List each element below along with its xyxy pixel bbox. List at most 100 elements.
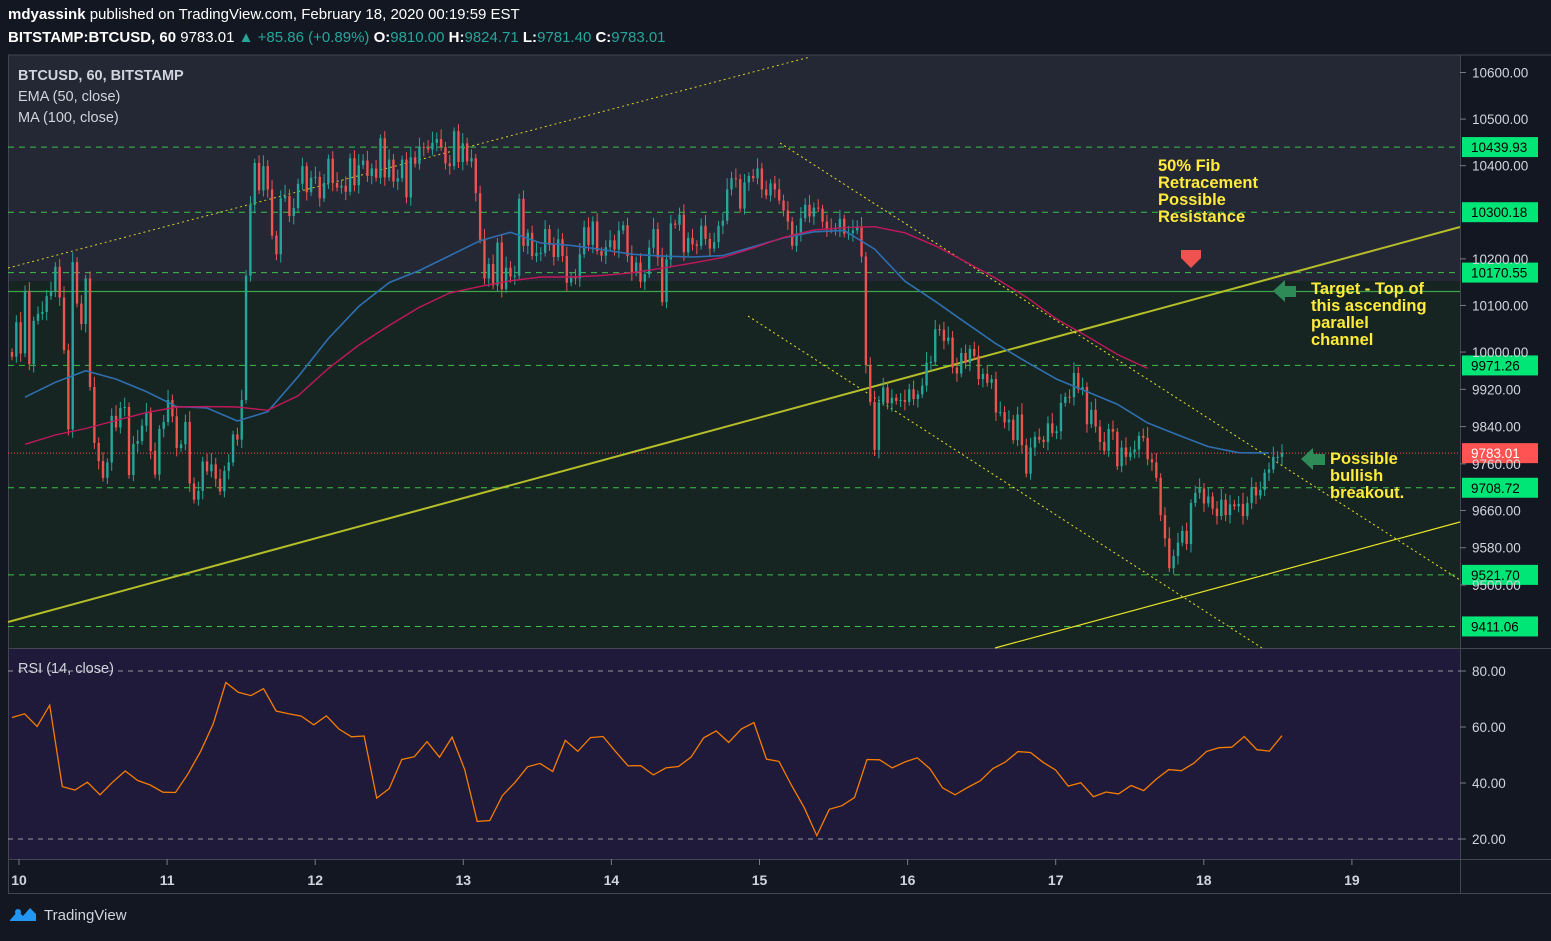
candle-body [890, 397, 894, 404]
candle-body [1116, 431, 1119, 467]
candle-body [149, 412, 152, 451]
ascending-channel-lower[interactable] [994, 521, 1461, 649]
upper-channel-dotted[interactable] [7, 56, 811, 269]
candle-body [591, 221, 595, 245]
candle-body [552, 244, 556, 257]
candle-body [1068, 396, 1071, 398]
candle-body [1267, 469, 1271, 473]
candle-body [712, 242, 716, 249]
candle-body [543, 229, 547, 253]
descending-channel-lower[interactable] [747, 315, 1263, 649]
candle-body [1276, 456, 1279, 458]
rsi-pane-bg [8, 649, 1460, 859]
candle-body [1254, 487, 1258, 496]
candle-body [1220, 499, 1223, 517]
candle-body [925, 362, 928, 386]
symbol-label: BITSTAMP:BTCUSD, 60 [8, 29, 177, 46]
ascending-channel-line[interactable] [7, 226, 1461, 623]
candle-body [895, 397, 898, 401]
candle-body [119, 407, 122, 428]
level-label: 9521.70 [1471, 568, 1520, 583]
candle-body [556, 239, 560, 257]
level-tag [1462, 564, 1538, 585]
level-tag [1462, 616, 1538, 637]
candle-body [470, 158, 473, 162]
brand-name: TradingView [44, 906, 127, 924]
candle-body [565, 256, 569, 283]
candle-body [812, 207, 816, 217]
candle-body [205, 461, 209, 472]
target-annotation: Target - Top of this ascending parallel ch… [1311, 280, 1427, 349]
candle-body [1159, 477, 1162, 516]
candle-body [1280, 453, 1284, 457]
candle-body [45, 296, 48, 312]
candle-body [1007, 419, 1011, 423]
ma-line[interactable] [24, 225, 1148, 445]
candle-body [877, 402, 881, 450]
candle-body [548, 229, 551, 245]
candle-body [691, 237, 694, 245]
x-tick-label: 17 [1048, 872, 1064, 888]
candle-body [1012, 419, 1015, 441]
candle-body [604, 247, 608, 256]
open-value: 9810.00 [390, 29, 445, 46]
candle-body [652, 229, 655, 248]
candle-body [994, 379, 998, 413]
candle-body [93, 386, 96, 443]
chart-legend-title[interactable]: BTCUSD, 60, BITSTAMP [18, 68, 184, 84]
level-tag [1462, 477, 1538, 498]
close-label: C: [595, 29, 612, 46]
candle-body [743, 182, 746, 209]
tradingview-logo[interactable]: TradingView [8, 905, 127, 925]
candle-body [825, 221, 829, 229]
candle-body [626, 225, 629, 257]
candle-body [288, 195, 291, 216]
candle-body [478, 193, 482, 240]
candle-body [782, 200, 785, 211]
candle-body [58, 266, 61, 298]
candle-body [886, 387, 889, 404]
ema-legend[interactable]: EMA (50, close) [18, 89, 121, 105]
candle-body [175, 416, 178, 449]
open-label: O: [373, 29, 391, 46]
candle-body [977, 355, 980, 380]
candle-body [67, 350, 70, 430]
trendlines [7, 56, 1461, 649]
candle-body [673, 223, 677, 225]
candle-body [136, 441, 139, 444]
tradingview-logo-icon [10, 908, 36, 921]
candle-body [184, 421, 187, 445]
candle-body [296, 183, 300, 209]
candle-body [309, 177, 313, 193]
time-axis[interactable]: 10 11 12 13 14 15 16 17 18 19 [11, 859, 1360, 888]
y-tick-label: 10400.00 [1472, 159, 1528, 174]
candle-body [335, 182, 339, 188]
candle-body [1103, 441, 1106, 451]
candle-body [227, 462, 230, 471]
candle-body [1064, 396, 1067, 403]
candle-body [990, 379, 993, 383]
low-label: L: [522, 29, 538, 46]
candle-body [145, 412, 148, 426]
candle-body [461, 143, 464, 162]
candle-body [964, 352, 967, 363]
price-axis[interactable]: 10600.00 10500.00 10400.00 10200.00 10100.00… [1460, 66, 1528, 594]
candle-body [487, 263, 490, 279]
ema-line[interactable] [24, 229, 1270, 454]
y-tick-label: 10000.00 [1472, 345, 1528, 360]
rsi-line[interactable] [11, 681, 1283, 838]
x-tick-label: 12 [307, 872, 323, 888]
ma-legend[interactable]: MA (100, close) [18, 110, 119, 126]
candle-body [504, 267, 508, 290]
candle-body [71, 262, 74, 430]
rsi-legend[interactable]: RSI (14, close) [18, 661, 114, 677]
y-tick-label: 9840.00 [1472, 420, 1521, 435]
candle-body [912, 389, 915, 400]
candle-body [301, 166, 304, 184]
candle-body [717, 225, 720, 243]
author-name[interactable]: mdyassink [8, 6, 86, 23]
candle-body [465, 143, 469, 162]
candle-body [634, 262, 638, 273]
candle-body [435, 139, 438, 143]
